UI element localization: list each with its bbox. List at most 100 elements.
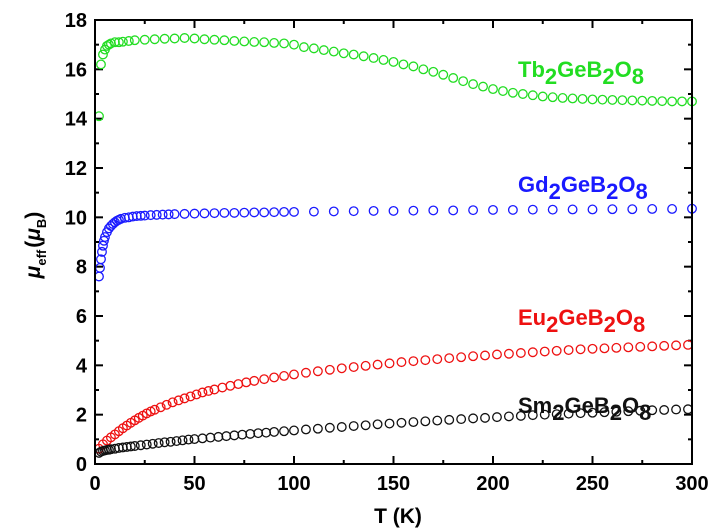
data-point xyxy=(448,73,459,83)
data-point xyxy=(599,407,610,418)
data-point xyxy=(517,89,528,99)
data-point xyxy=(259,374,270,385)
data-point xyxy=(279,370,290,381)
data-point xyxy=(289,39,299,50)
data-point xyxy=(468,413,479,424)
y-tick-label: 14 xyxy=(65,109,88,131)
data-point xyxy=(563,345,574,355)
data-point xyxy=(165,436,176,447)
data-point xyxy=(279,206,290,217)
data-point xyxy=(219,35,230,46)
data-point xyxy=(259,207,270,218)
series-label-Tb2GeB2O8: Tb2GeB2O8 xyxy=(518,57,644,89)
y-tick-label: 6 xyxy=(76,306,87,328)
y-tick-label: 10 xyxy=(65,207,87,229)
data-point xyxy=(408,61,419,72)
data-point xyxy=(348,421,359,431)
data-point xyxy=(328,206,339,217)
data-point xyxy=(611,342,622,353)
data-point xyxy=(575,408,586,419)
data-point xyxy=(159,33,170,44)
data-point xyxy=(189,208,200,219)
data-point xyxy=(141,439,152,450)
data-point xyxy=(97,246,107,257)
series-Gd2GeB2O8 xyxy=(94,203,697,282)
data-point xyxy=(657,96,668,107)
data-point xyxy=(396,417,407,428)
data-point xyxy=(527,410,538,421)
data-point xyxy=(388,56,399,67)
data-point xyxy=(577,93,588,104)
data-point xyxy=(557,92,568,103)
series-label-Sm2GeB2O8: Sm2GeB2O8 xyxy=(518,393,651,425)
data-point xyxy=(299,42,309,53)
data-point xyxy=(597,94,608,105)
data-point xyxy=(396,357,407,368)
data-point xyxy=(488,204,498,215)
data-point xyxy=(318,45,329,56)
data-point xyxy=(468,351,479,362)
data-point xyxy=(671,404,682,415)
data-point xyxy=(139,210,150,221)
data-point xyxy=(269,372,280,383)
data-point xyxy=(312,366,323,377)
data-point xyxy=(527,347,538,358)
data-point xyxy=(492,349,502,360)
data-point xyxy=(551,345,562,356)
data-point xyxy=(428,205,439,216)
data-point xyxy=(388,205,399,216)
plot-frame xyxy=(94,19,693,465)
data-point xyxy=(269,426,280,437)
data-point xyxy=(488,84,498,95)
data-point xyxy=(229,430,240,441)
data-point xyxy=(637,95,648,106)
data-point xyxy=(432,415,443,426)
data-point xyxy=(324,364,335,375)
data-point xyxy=(96,59,106,70)
data-point xyxy=(237,429,248,440)
data-point xyxy=(587,204,598,215)
data-point xyxy=(191,389,202,400)
series-label-Eu2GeB2O8: Eu2GeB2O8 xyxy=(518,305,645,337)
y-tick-label: 8 xyxy=(76,257,87,279)
data-point xyxy=(103,39,114,50)
series-Tb2GeB2O8 xyxy=(94,33,697,122)
data-point xyxy=(567,204,578,215)
data-point xyxy=(384,358,395,369)
data-point xyxy=(177,435,188,446)
data-point xyxy=(372,359,383,370)
data-point xyxy=(480,412,490,423)
y-axis-symbol: μ xyxy=(22,265,45,279)
data-point xyxy=(635,405,646,416)
data-point xyxy=(507,204,518,215)
data-point xyxy=(167,397,178,408)
data-point xyxy=(515,410,526,421)
data-point xyxy=(456,352,467,363)
data-point xyxy=(209,384,220,395)
data-point xyxy=(360,420,371,431)
data-point xyxy=(428,66,439,77)
data-point xyxy=(289,206,299,217)
data-point xyxy=(539,409,550,420)
data-point xyxy=(647,405,658,416)
data-point xyxy=(261,427,272,438)
data-point xyxy=(348,49,359,60)
data-point xyxy=(129,35,140,46)
data-point xyxy=(408,417,419,428)
data-point xyxy=(113,37,124,48)
data-point xyxy=(444,414,455,425)
data-point xyxy=(408,356,419,367)
data-point xyxy=(336,363,347,374)
data-point xyxy=(448,205,459,216)
data-point xyxy=(233,379,244,390)
data-point xyxy=(328,46,339,57)
data-point xyxy=(99,235,109,246)
data-point xyxy=(249,207,260,218)
data-point xyxy=(468,79,479,90)
data-point xyxy=(205,432,216,443)
data-point xyxy=(336,422,347,432)
x-tick-label: 150 xyxy=(377,473,410,495)
data-point xyxy=(123,36,134,46)
data-point xyxy=(117,36,128,47)
data-point xyxy=(199,208,210,219)
